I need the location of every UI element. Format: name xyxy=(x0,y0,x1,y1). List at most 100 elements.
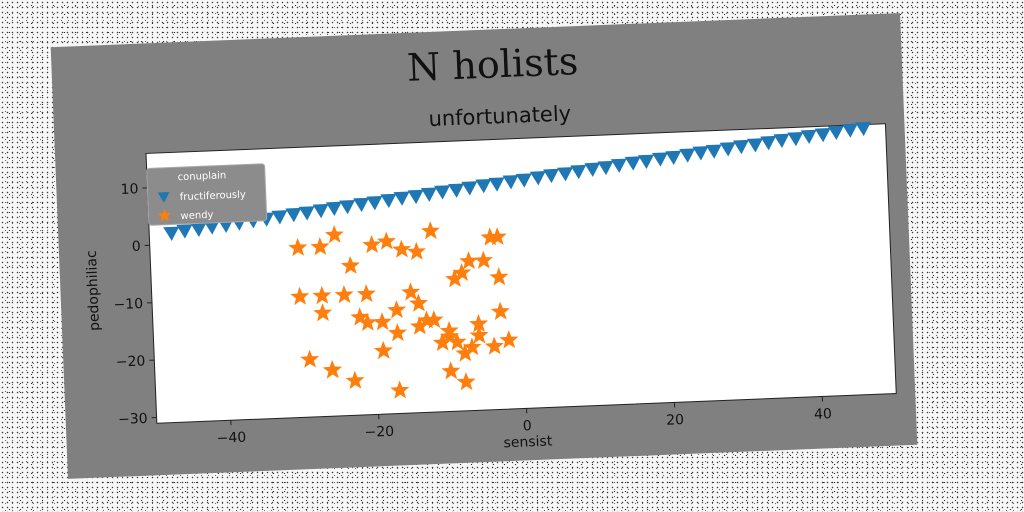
star-point xyxy=(362,234,382,254)
star-point xyxy=(290,286,310,306)
star-point xyxy=(401,282,421,301)
star-point xyxy=(376,231,396,250)
triangle-point xyxy=(624,156,641,171)
triangle-point xyxy=(760,135,777,151)
x-tick-label: −40 xyxy=(216,430,246,447)
y-tick-label: 0 xyxy=(132,239,142,255)
triangle-point xyxy=(163,226,180,241)
star-point xyxy=(441,361,461,380)
star-point xyxy=(499,330,519,349)
star-point xyxy=(324,224,344,244)
star-point xyxy=(406,241,426,261)
triangle-point xyxy=(502,175,519,190)
star-point xyxy=(345,370,365,390)
legend-entries: fructiferously wendy xyxy=(157,189,247,222)
star-point xyxy=(300,349,320,368)
star-point xyxy=(469,325,489,344)
star-point xyxy=(456,372,476,391)
triangle-point xyxy=(610,158,627,173)
x-tick-label: −20 xyxy=(364,424,394,441)
star-point xyxy=(439,321,459,340)
y-tick-label: −30 xyxy=(118,411,148,428)
triangle-point xyxy=(475,178,492,194)
triangle-point xyxy=(434,185,451,200)
chart-canvas: N holists unfortunately −40 −20 0 20 40 −30−… xyxy=(50,13,918,479)
y-axis: −30 −20 −10 0 10 xyxy=(113,181,157,428)
y-tick-label: −10 xyxy=(113,296,143,313)
triangle-point xyxy=(285,207,302,223)
triangle-point xyxy=(515,173,532,188)
star-point xyxy=(387,300,407,319)
star-point xyxy=(462,337,482,356)
series-wendy xyxy=(288,221,519,399)
triangle-point xyxy=(393,191,410,206)
legend-title: conuplain xyxy=(177,170,226,183)
triangle-point xyxy=(570,164,587,180)
triangle-point xyxy=(488,177,505,192)
triangle-point xyxy=(312,203,329,219)
y-axis-label: pedophiliac xyxy=(84,250,103,331)
x-tick-label: 40 xyxy=(814,406,832,423)
triangle-point xyxy=(705,144,722,159)
triangle-point xyxy=(339,199,356,215)
star-point xyxy=(409,293,429,312)
triangle-point xyxy=(543,168,560,184)
triangle-point xyxy=(692,146,709,161)
star-point xyxy=(432,332,452,352)
triangle-point xyxy=(271,210,288,225)
triangle-point xyxy=(448,183,465,198)
star-point xyxy=(356,284,376,303)
triangle-point xyxy=(773,133,790,148)
star-point xyxy=(392,239,412,258)
triangle-point xyxy=(637,154,654,169)
x-axis-label: sensist xyxy=(503,433,553,451)
x-axis: −40 −20 0 20 40 xyxy=(216,396,832,447)
star-point xyxy=(310,237,330,256)
triangle-point xyxy=(407,189,424,205)
legend-box xyxy=(146,163,268,226)
star-point xyxy=(334,285,354,304)
star-point xyxy=(372,312,392,331)
star-point xyxy=(473,250,493,269)
triangle-point xyxy=(597,160,614,176)
star-point xyxy=(445,269,465,288)
triangle-point xyxy=(461,181,478,196)
triangle-point xyxy=(203,220,220,235)
triangle-point xyxy=(787,131,804,147)
star-point xyxy=(490,301,510,320)
triangle-point xyxy=(380,193,397,209)
star-point xyxy=(322,360,342,379)
legend-marker-wendy xyxy=(157,208,172,222)
star-point xyxy=(459,251,479,270)
triangle-point xyxy=(814,127,831,143)
triangle-point xyxy=(679,148,696,163)
triangle-point xyxy=(651,152,668,167)
legend-label-wendy: wendy xyxy=(180,210,213,222)
star-point xyxy=(313,303,333,322)
star-point xyxy=(424,310,444,329)
triangle-point xyxy=(827,125,844,141)
legend-label-fructiferously: fructiferously xyxy=(180,189,247,203)
triangle-point xyxy=(746,138,763,153)
star-point xyxy=(288,237,308,257)
triangle-point xyxy=(800,129,817,145)
triangle-point xyxy=(855,121,872,137)
star-point xyxy=(357,312,377,332)
star-point xyxy=(469,314,489,333)
star-point xyxy=(409,316,429,335)
x-tick-label: 0 xyxy=(522,418,532,434)
triangle-point xyxy=(719,142,736,157)
legend: conuplain fructiferously wendy xyxy=(146,163,268,226)
star-point xyxy=(420,221,440,240)
star-point xyxy=(373,340,393,360)
triangle-point xyxy=(557,167,574,182)
y-tick-label: −20 xyxy=(116,353,146,370)
chart-subtitle: unfortunately xyxy=(428,101,571,131)
triangle-point xyxy=(353,197,370,213)
triangle-point xyxy=(529,171,546,186)
triangle-point xyxy=(298,206,315,221)
triangle-point xyxy=(176,224,193,239)
star-point xyxy=(340,255,360,275)
star-point xyxy=(447,332,467,351)
triangle-point xyxy=(190,222,207,237)
